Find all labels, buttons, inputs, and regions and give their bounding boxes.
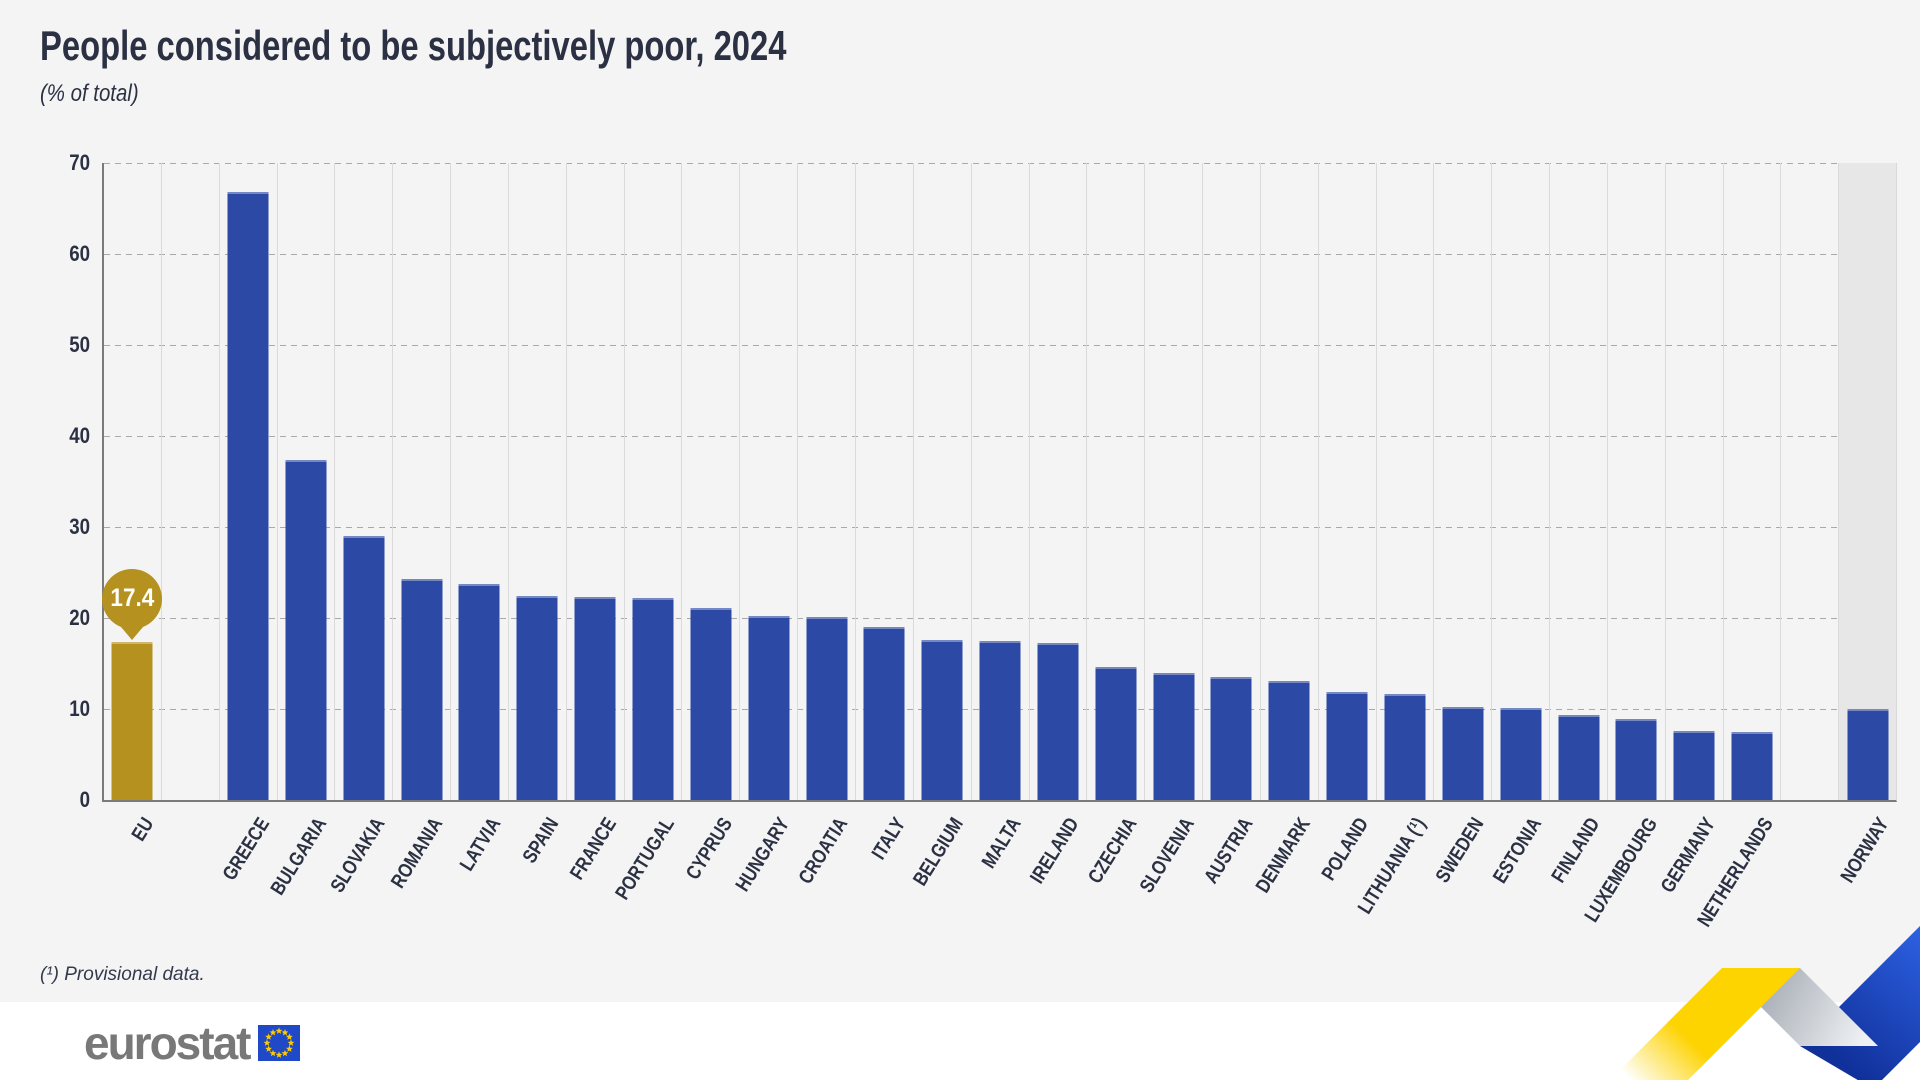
eu-value-callout: 17.4 — [102, 568, 163, 640]
chart-column-romania: ROMANIA — [387, 163, 450, 892]
bar-portugal — [632, 598, 674, 800]
chart-column-cyprus: CYPRUS — [681, 163, 739, 884]
chart-column-denmark: DENMARK — [1252, 163, 1318, 897]
gridline-40 — [104, 435, 1896, 437]
bar-bulgaria — [285, 459, 327, 800]
eurostat-ribbon-decoration — [1610, 926, 1920, 1080]
y-tick-label-70: 70 — [69, 150, 90, 175]
footnote: (¹) Provisional data. — [40, 964, 205, 985]
bar-czechia — [1095, 667, 1137, 800]
spacer-column — [1780, 163, 1838, 800]
gridline-50 — [104, 344, 1896, 346]
y-tick-label-20: 20 — [69, 605, 90, 630]
bar-hungary — [748, 616, 790, 800]
chart-column-latvia: LATVIA — [450, 163, 508, 875]
y-tick-label-10: 10 — [69, 696, 90, 721]
y-tick-label-30: 30 — [69, 514, 90, 539]
bar-cyprus — [690, 608, 732, 800]
chart-column-austria: AUSTRIA — [1200, 163, 1260, 887]
chart-column-finland: FINLAND — [1547, 163, 1607, 887]
bar-finland — [1558, 715, 1600, 800]
chart-column-hungary: HUNGARY — [732, 163, 797, 895]
bar-lithuania- — [1384, 693, 1426, 800]
chart-column-slovakia: SLOVAKIA — [327, 163, 392, 896]
eurostat-logo: eurostat — [84, 1017, 301, 1069]
gridline-70 — [104, 162, 1896, 164]
chart-column-greece: GREECE — [218, 163, 277, 884]
bar-slovenia — [1153, 672, 1195, 800]
ribbon-yellow-band — [1610, 968, 1800, 1080]
gridline-30 — [104, 526, 1896, 528]
bar-croatia — [806, 617, 848, 800]
chart-title: People considered to be subjectively poo… — [40, 22, 787, 69]
eu-flag-icon — [258, 1025, 301, 1061]
y-tick-label-60: 60 — [69, 241, 90, 266]
bar-spain — [516, 596, 558, 800]
eu-value-callout-tail — [121, 626, 144, 640]
bar-greece — [227, 192, 269, 800]
chart-column-czechia: CZECHIA — [1084, 163, 1144, 887]
chart-column-spain: SPAIN — [507, 163, 566, 867]
chart-column-netherlands: NETHERLANDS — [1693, 163, 1781, 931]
chart-column-eu: EU 17.4 — [102, 163, 163, 845]
bar-luxembourg — [1615, 719, 1657, 800]
chart-subtitle: (% of total) — [40, 80, 139, 107]
bar-columns-layer: EU 17.4 GREECE BULGARIA SLOVAKIA ROMANIA LATVI… — [102, 163, 1897, 931]
bar-norway — [1847, 709, 1889, 800]
chart-column-luxembourg: LUXEMBOURG — [1581, 163, 1665, 926]
chart-column-norway: NORWAY — [1837, 163, 1897, 887]
bar-france — [574, 597, 616, 800]
chart-column-germany: GERMANY — [1657, 163, 1723, 897]
y-tick-label-0: 0 — [79, 787, 90, 812]
bar-denmark — [1268, 680, 1310, 800]
chart-column-belgium: BELGIUM — [909, 163, 971, 890]
chart-column-poland: POLAND — [1317, 163, 1376, 884]
eurostat-logo-text: eurostat — [84, 1017, 251, 1069]
chart-column-ireland: IRELAND — [1026, 163, 1087, 887]
chart-column-sweden: SWEDEN — [1432, 163, 1491, 887]
bar-poland — [1326, 691, 1368, 800]
bar-austria — [1210, 677, 1252, 800]
bar-germany — [1673, 730, 1715, 800]
chart-column-estonia: ESTONIA — [1489, 163, 1549, 887]
spacer-column — [160, 163, 219, 800]
chart-column-france: FRANCE — [565, 163, 624, 884]
bar-estonia — [1500, 708, 1542, 800]
plot-area: EU 17.4 GREECE BULGARIA SLOVAKIA ROMANIA LATVI… — [102, 162, 1897, 931]
bar-slovakia — [343, 536, 385, 800]
y-tick-label-50: 50 — [69, 332, 90, 357]
chart-column-malta: MALTA — [970, 163, 1029, 872]
eu-value-callout-bubble: 17.4 — [102, 568, 163, 629]
y-tick-label-40: 40 — [69, 423, 90, 448]
bar-ireland — [1037, 642, 1079, 800]
chart-column-portugal: PORTUGAL — [611, 163, 682, 904]
bar-italy — [863, 627, 905, 800]
chart-column-bulgaria: BULGARIA — [267, 163, 335, 899]
bar-malta — [979, 640, 1021, 800]
chart-column-croatia: CROATIA — [795, 163, 855, 888]
chart-column-lithuania-: LITHUANIA (¹) — [1354, 163, 1434, 918]
gridline-60 — [104, 253, 1896, 255]
bar-belgium — [921, 639, 963, 800]
bar-eu — [111, 641, 153, 800]
eu-value-callout-text: 17.4 — [110, 584, 155, 613]
bar-latvia — [458, 584, 500, 800]
gridline-20 — [104, 617, 1896, 619]
chart-column-italy: ITALY — [854, 163, 913, 864]
bar-romania — [401, 578, 443, 800]
chart-column-slovenia: SLOVENIA — [1136, 163, 1202, 897]
bar-sweden — [1442, 707, 1484, 800]
bar-netherlands — [1731, 731, 1773, 800]
